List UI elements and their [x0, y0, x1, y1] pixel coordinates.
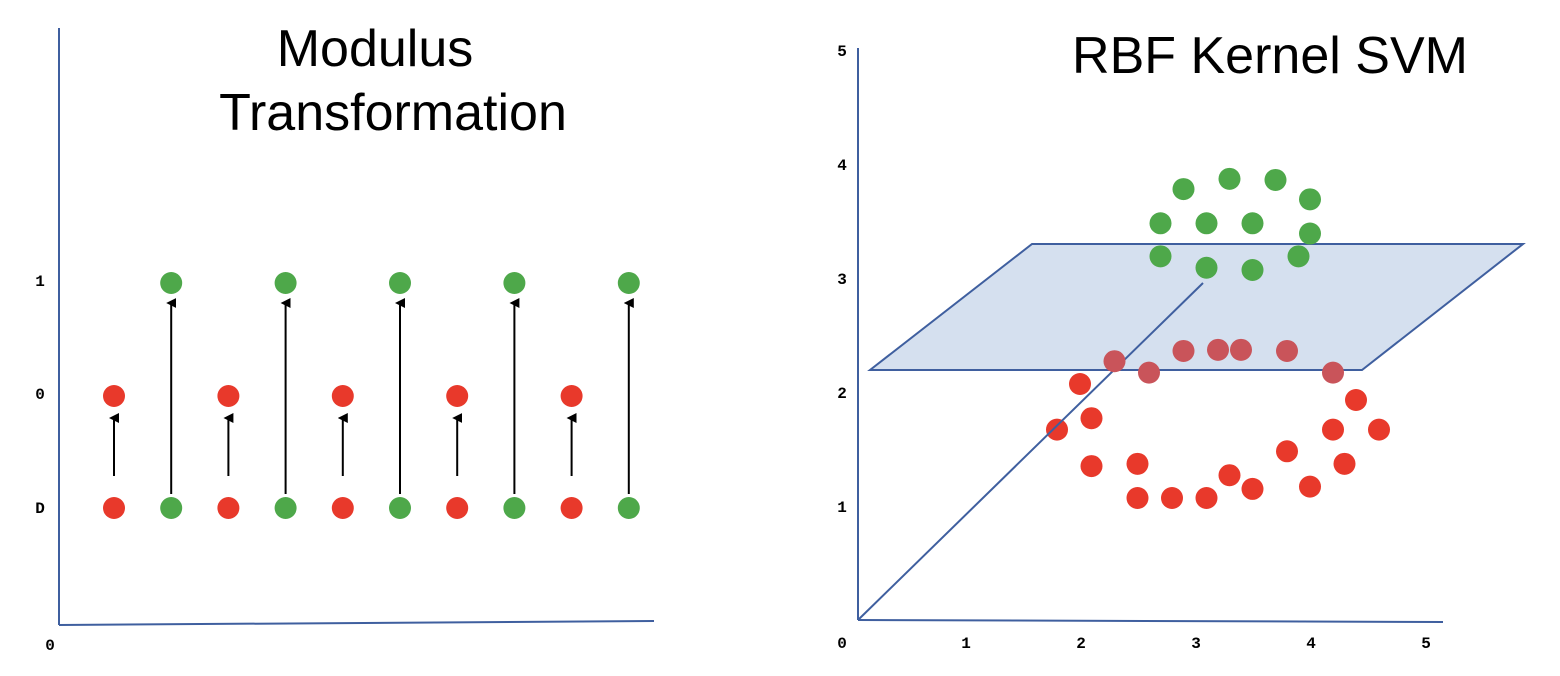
depth-axis: [857, 282, 1204, 621]
decision-plane: [867, 243, 1526, 371]
red-point-behind-plane: [1207, 338, 1229, 361]
right-x-tick: 4: [1306, 635, 1316, 653]
right-x-tick: 3: [1191, 635, 1201, 653]
right-x-tick: 0: [837, 635, 847, 653]
left-lifted-point: [446, 385, 469, 407]
red-point: [1333, 452, 1356, 475]
green-point: [1149, 245, 1172, 268]
left-lifted-point: [560, 385, 583, 407]
left-lifted-point: [217, 385, 240, 407]
red-point: [1080, 407, 1103, 430]
red-point-behind-plane: [1172, 339, 1195, 362]
left-lifted-point: [503, 272, 526, 294]
left-y-tick-1: 1: [35, 273, 45, 291]
right-ticks: 5 4 3 2 1 0 1 2 3 4 5: [837, 43, 1431, 653]
left-base-point: [103, 497, 125, 519]
green-point: [1218, 167, 1241, 190]
right-above-plane-points: [1103, 167, 1344, 384]
red-point-behind-plane: [1103, 350, 1126, 373]
red-point: [1046, 418, 1068, 441]
red-point: [1368, 418, 1390, 441]
green-point: [1172, 178, 1195, 201]
right-x-axis: [857, 619, 1444, 623]
red-point: [1161, 487, 1183, 510]
right-x-tick: 2: [1076, 635, 1086, 653]
right-panel: RBF Kernel SVM 5 4 3 2 1 0 1 2 3 4 5: [837, 27, 1526, 653]
left-title-line1: Modulus: [277, 20, 474, 78]
left-marks: [103, 272, 640, 519]
right-y-tick: 5: [837, 43, 847, 61]
left-base-point: [389, 497, 411, 519]
green-point: [1299, 188, 1321, 211]
right-below-plane-points: [1046, 373, 1390, 510]
green-point: [1195, 212, 1218, 235]
red-point: [1126, 452, 1149, 475]
green-point: [1149, 212, 1172, 235]
red-point-behind-plane: [1322, 361, 1344, 384]
left-lifted-point: [160, 272, 183, 294]
left-base-point: [617, 497, 640, 519]
red-point: [1069, 373, 1091, 396]
right-y-tick: 2: [837, 385, 847, 403]
red-point: [1126, 487, 1149, 510]
left-title-line2: Transformation: [219, 84, 567, 142]
left-x-axis: [58, 620, 655, 626]
right-x-tick: 5: [1421, 635, 1431, 653]
green-point: [1241, 259, 1264, 282]
red-point: [1080, 455, 1103, 478]
red-point: [1299, 475, 1321, 498]
right-y-tick: 3: [837, 271, 847, 289]
left-base-point: [446, 497, 469, 519]
right-y-tick: 4: [837, 157, 847, 175]
red-point: [1345, 388, 1367, 411]
red-point-behind-plane: [1230, 338, 1252, 361]
left-lifted-point: [331, 385, 354, 407]
left-base-point: [503, 497, 526, 519]
left-lifted-point: [617, 272, 640, 294]
left-y-tick-0: 0: [35, 386, 45, 404]
left-base-point: [331, 497, 354, 519]
red-point-behind-plane: [1138, 361, 1160, 384]
red-point: [1218, 464, 1241, 487]
right-title: RBF Kernel SVM: [1072, 27, 1468, 85]
red-point: [1322, 418, 1344, 441]
green-point: [1264, 168, 1287, 191]
left-y-tick-d: D: [35, 500, 45, 518]
left-base-point: [217, 497, 240, 519]
green-point: [1241, 212, 1264, 235]
left-lifted-point: [389, 272, 411, 294]
left-base-point: [160, 497, 183, 519]
red-point: [1276, 440, 1298, 463]
right-x-tick: 1: [961, 635, 971, 653]
left-lifted-point: [274, 272, 297, 294]
green-point: [1195, 256, 1218, 279]
green-point: [1299, 222, 1321, 245]
left-base-point: [560, 497, 583, 519]
right-y-tick: 1: [837, 499, 847, 517]
left-panel: Modulus Transformation 1 0 D 0: [35, 20, 655, 655]
green-point: [1287, 245, 1310, 268]
red-point: [1195, 487, 1218, 510]
red-point-behind-plane: [1276, 339, 1298, 362]
left-origin-label: 0: [45, 637, 55, 655]
red-point: [1241, 477, 1264, 500]
left-lifted-point: [103, 385, 125, 407]
left-base-point: [274, 497, 297, 519]
